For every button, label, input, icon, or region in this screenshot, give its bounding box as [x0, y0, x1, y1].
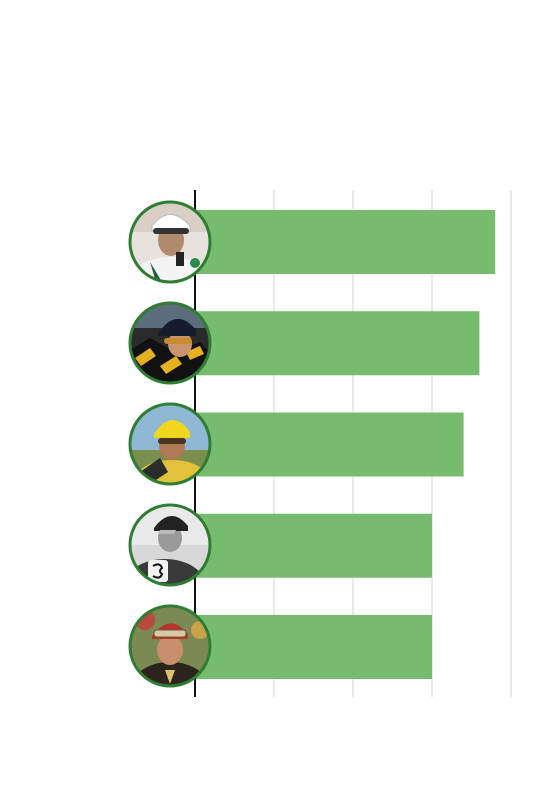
bar-4 — [195, 615, 432, 679]
jockey-black-helmet-icon — [128, 301, 212, 385]
jockey-vintage-bw-icon — [128, 503, 212, 587]
jockey-yellow-helmet-icon — [128, 402, 212, 486]
jockey-white-helmet-icon — [128, 200, 212, 284]
bar-0 — [195, 210, 496, 274]
jockey-red-cap-icon — [128, 604, 212, 688]
bars — [195, 210, 496, 679]
bar-1 — [195, 311, 480, 376]
bar-2 — [195, 412, 464, 477]
bar-3 — [195, 513, 432, 578]
